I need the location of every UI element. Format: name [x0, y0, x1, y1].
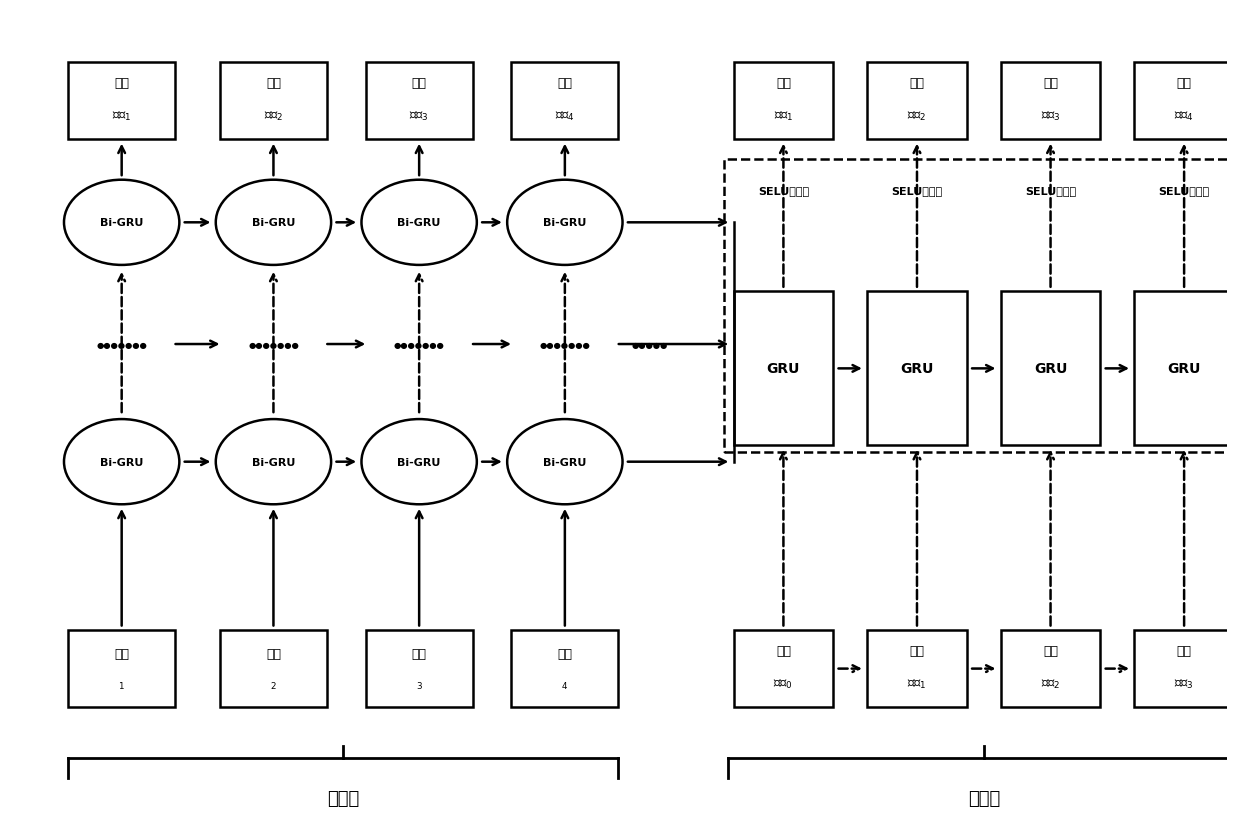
Text: 解码: 解码 [1043, 644, 1058, 657]
Text: Bi-GRU: Bi-GRU [100, 457, 144, 467]
Text: 解码: 解码 [1177, 77, 1192, 90]
Text: 输出$_{3}$: 输出$_{3}$ [1175, 676, 1194, 690]
Text: ●●●●●●●: ●●●●●●● [539, 340, 590, 349]
Text: 输出$_{1}$: 输出$_{1}$ [773, 109, 793, 122]
Text: ●●●●●●●: ●●●●●●● [248, 340, 299, 349]
Text: 解码: 解码 [909, 644, 924, 657]
Text: SELU映射层: SELU映射层 [891, 185, 943, 196]
Text: SELU映射层: SELU映射层 [758, 185, 809, 196]
Text: $_{1}$: $_{1}$ [118, 678, 125, 691]
Text: ●●●●●●●: ●●●●●●● [394, 340, 445, 349]
Bar [724, 160, 1239, 452]
Bar [512, 63, 618, 140]
Text: Bi-GRU: Bi-GRU [100, 218, 144, 228]
Text: Bi-GRU: Bi-GRU [252, 457, 295, 467]
Text: 解码: 解码 [776, 644, 790, 657]
Text: 输出$_{1}$: 输出$_{1}$ [112, 109, 131, 122]
Text: ●●●●●●●: ●●●●●●● [97, 340, 147, 349]
Text: 输出$_{3}$: 输出$_{3}$ [409, 109, 429, 122]
Text: GRU: GRU [1033, 362, 1067, 376]
Text: 输出$_{0}$: 输出$_{0}$ [773, 676, 793, 690]
Ellipse shape [362, 419, 477, 504]
Text: 编码: 编码 [411, 77, 426, 90]
Text: 输出$_{2}$: 输出$_{2}$ [1041, 676, 1061, 690]
Bar [366, 630, 472, 707]
Text: ●●●●●: ●●●●● [632, 340, 668, 349]
Ellipse shape [64, 180, 180, 265]
Text: Bi-GRU: Bi-GRU [543, 457, 586, 467]
Text: Bi-GRU: Bi-GRU [252, 218, 295, 228]
Bar [1001, 630, 1100, 707]
Bar [1135, 630, 1234, 707]
Bar [221, 63, 327, 140]
Text: 输出$_{4}$: 输出$_{4}$ [1175, 109, 1194, 122]
Text: GRU: GRU [1167, 362, 1201, 376]
Text: 输入: 输入 [114, 648, 129, 661]
Text: 输入: 输入 [558, 648, 572, 661]
Text: $_{2}$: $_{2}$ [270, 678, 276, 691]
Ellipse shape [216, 180, 331, 265]
Text: GRU: GRU [767, 362, 800, 376]
Text: 编码: 编码 [114, 77, 129, 90]
Bar [1001, 292, 1100, 446]
Ellipse shape [362, 180, 477, 265]
Text: Bi-GRU: Bi-GRU [398, 457, 441, 467]
Text: SELU映射层: SELU映射层 [1025, 185, 1077, 196]
Text: 输出$_{4}$: 输出$_{4}$ [555, 109, 575, 122]
Ellipse shape [64, 419, 180, 504]
Text: 输出$_{2}$: 输出$_{2}$ [264, 109, 284, 122]
Text: SELU映射层: SELU映射层 [1158, 185, 1209, 196]
Text: Bi-GRU: Bi-GRU [398, 218, 441, 228]
Bar [867, 63, 966, 140]
Text: $_{4}$: $_{4}$ [561, 678, 569, 691]
Ellipse shape [216, 419, 331, 504]
Text: Bi-GRU: Bi-GRU [543, 218, 586, 228]
Text: 解码: 解码 [1043, 77, 1058, 90]
Text: 解码: 解码 [1177, 644, 1192, 657]
Text: 输入: 输入 [266, 648, 281, 661]
Bar [68, 630, 175, 707]
Text: 解码: 解码 [909, 77, 924, 90]
Text: 解码端: 解码端 [968, 790, 1000, 807]
Ellipse shape [507, 419, 622, 504]
Bar [366, 63, 472, 140]
Bar [867, 630, 966, 707]
Text: 解码: 解码 [776, 77, 790, 90]
Bar [1135, 63, 1234, 140]
Text: 编码: 编码 [558, 77, 572, 90]
Text: 输出$_{3}$: 输出$_{3}$ [1041, 109, 1061, 122]
Ellipse shape [507, 180, 622, 265]
Text: $_{3}$: $_{3}$ [415, 678, 422, 691]
Bar [221, 630, 327, 707]
Text: 输出$_{2}$: 输出$_{2}$ [907, 109, 927, 122]
Bar [867, 292, 966, 446]
Bar [1001, 63, 1100, 140]
Bar [512, 630, 618, 707]
Text: GRU: GRU [901, 362, 934, 376]
Bar [1135, 292, 1234, 446]
Bar [733, 630, 833, 707]
Text: 编码: 编码 [266, 77, 281, 90]
Text: 输入: 输入 [411, 648, 426, 661]
Bar [68, 63, 175, 140]
Text: 输出$_{1}$: 输出$_{1}$ [907, 676, 927, 690]
Bar [733, 63, 833, 140]
Text: 编码端: 编码端 [327, 790, 359, 807]
Bar [733, 292, 833, 446]
